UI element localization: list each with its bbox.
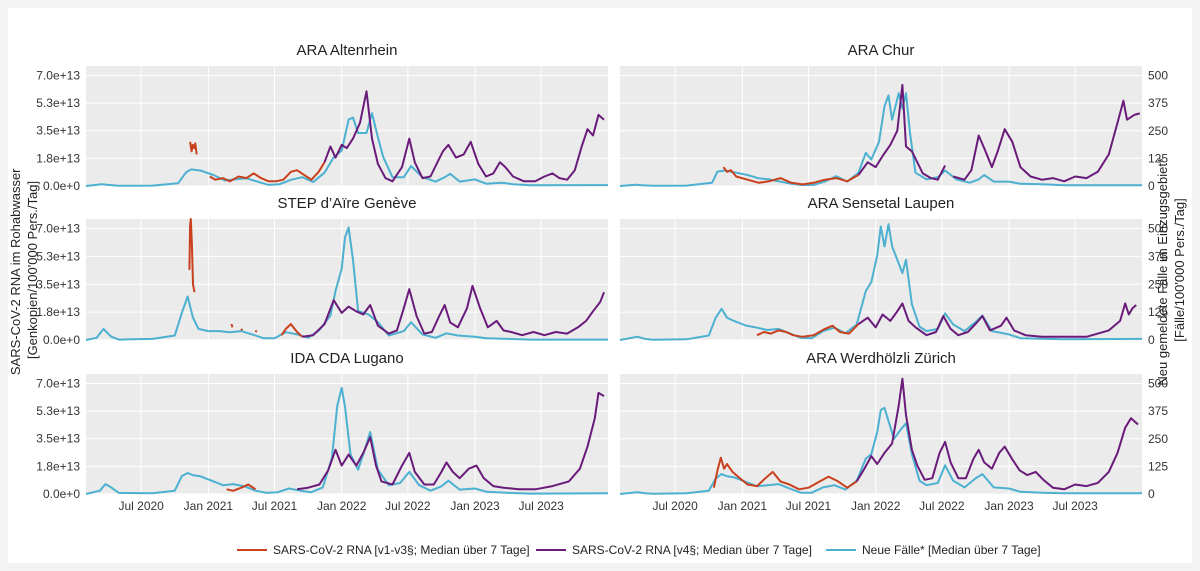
series-line-cases <box>85 112 609 187</box>
y-right-tick-label: 375 <box>1148 404 1168 418</box>
y-right-tick-label: 500 <box>1148 69 1168 83</box>
x-tick-label: Jan 2021 <box>718 499 768 513</box>
x-tick-label: Jul 2023 <box>518 499 564 513</box>
x-tick-label: Jul 2020 <box>118 499 164 513</box>
x-tick-label: Jul 2021 <box>786 499 832 513</box>
y-right-tick-label: 500 <box>1148 377 1168 391</box>
multi-panel-line-chart: ARA Altenrhein 0.0e+0 1.8e+13 3.5e+13 5.3e+1… <box>8 42 1187 557</box>
x-tick-label: Jan 2022 <box>317 499 367 513</box>
y-right-tick-label: 0 <box>1148 179 1155 193</box>
series-line-cases <box>619 223 1143 341</box>
x-tick-label: Jan 2021 <box>184 499 234 513</box>
y-left-tick-label: 7.0e+13 <box>36 222 80 236</box>
panel-title: STEP d’Aïre Genève <box>278 195 417 212</box>
y-right-tick-label: 0 <box>1148 333 1155 347</box>
y-axis-left-title: SARS-CoV-2 RNA im Rohabwasser [Genkopien… <box>8 165 40 375</box>
y-left-tick-label: 1.8e+13 <box>36 305 80 319</box>
chart-card: ARA Altenrhein 0.0e+0 1.8e+13 3.5e+13 5.3e+1… <box>8 8 1192 563</box>
plot-area <box>86 219 608 340</box>
y-left-tick-label: 7.0e+13 <box>36 68 80 82</box>
panel-title: IDA CDA Lugano <box>290 350 403 367</box>
x-tick-label: Jul 2022 <box>385 499 431 513</box>
y-left-tick-label: 5.3e+13 <box>36 404 80 418</box>
y-left-tick-label: 1.8e+13 <box>36 151 80 165</box>
series-line-v4 <box>323 90 605 183</box>
legend-label: SARS-CoV-2 RNA [v4§; Median über 7 Tage] <box>572 543 812 557</box>
panel-4: IDA CDA Lugano 0.0e+0 1.8e+13 3.5e+13 5.3e+1… <box>36 350 609 513</box>
panel-title: ARA Chur <box>848 42 915 59</box>
x-tick-label: Jan 2022 <box>851 499 901 513</box>
x-tick-label: Jul 2021 <box>252 499 298 513</box>
panel-5: ARA Werdhölzli Zürich 0 125 250 375 500 Jul 20… <box>619 350 1168 513</box>
series-line-v1v3 <box>722 166 859 186</box>
series-line-v1v3 <box>280 323 303 338</box>
y-right-tick-label: 250 <box>1148 124 1168 138</box>
series-line-v1v3 <box>756 323 860 338</box>
y-axis-right-title-line-1: Neu gemeldete Fälle im Einzugsgebiet* <box>1155 158 1170 386</box>
series-line-v4 <box>296 391 605 491</box>
y-right-tick-label: 250 <box>1148 432 1168 446</box>
legend: SARS-CoV-2 RNA [v1-v3§; Median über 7 Ta… <box>237 543 1041 557</box>
series-line-cases <box>619 406 1142 495</box>
y-right-tick-label: 375 <box>1148 96 1168 110</box>
y-left-tick-label: 1.8e+13 <box>36 459 80 473</box>
legend-item-cases[interactable]: Neue Fälle* [Median über 7 Tage] <box>826 543 1041 557</box>
y-left-tick-label: 0.0e+0 <box>43 179 80 193</box>
legend-item-v4[interactable]: SARS-CoV-2 RNA [v4§; Median über 7 Tage] <box>536 543 812 557</box>
legend-item-v1v3[interactable]: SARS-CoV-2 RNA [v1-v3§; Median über 7 Ta… <box>237 543 530 557</box>
series-line-v4 <box>855 377 1139 491</box>
series-line-v4 <box>857 302 1137 338</box>
plot-area <box>86 374 608 494</box>
series-line-v1v3 <box>712 456 858 491</box>
y-right-tick-label: 125 <box>1148 151 1168 165</box>
x-tick-label: Jan 2023 <box>984 499 1034 513</box>
panel-title: ARA Sensetal Laupen <box>808 195 955 212</box>
y-right-tick-label: 500 <box>1148 222 1168 236</box>
y-axis-left-title-line-1: SARS-CoV-2 RNA im Rohabwasser <box>8 168 23 375</box>
y-axis-right-title: Neu gemeldete Fälle im Einzugsgebiet* [F… <box>1155 154 1187 385</box>
y-right-tick-label: 125 <box>1148 459 1168 473</box>
series-line-v1v3 <box>226 483 257 492</box>
y-left-tick-label: 5.3e+13 <box>36 249 80 263</box>
series-line-v1v3 <box>188 218 196 293</box>
x-tick-label: Jul 2023 <box>1052 499 1098 513</box>
y-right-tick-label: 125 <box>1148 305 1168 319</box>
series-line-v1v3 <box>240 328 244 331</box>
y-axis-right-title-line-2: [Fälle/100'000 Pers./Tag] <box>1172 198 1187 341</box>
x-tick-label: Jul 2022 <box>919 499 965 513</box>
y-left-tick-label: 0.0e+0 <box>43 333 80 347</box>
y-left-tick-label: 3.5e+13 <box>36 124 80 138</box>
plot-area <box>620 374 1142 494</box>
y-left-tick-label: 3.5e+13 <box>36 277 80 291</box>
panel-0: ARA Altenrhein 0.0e+0 1.8e+13 3.5e+13 5.3e+1… <box>36 42 609 193</box>
panel-2: STEP d’Aïre Genève 0.0e+0 1.8e+13 3.5e+13 5.… <box>36 195 608 347</box>
series-line-v1v3 <box>209 161 326 183</box>
y-axis-left-title-line-2: [Genkopien/100'000 Pers./Tag] <box>25 181 40 359</box>
series-line-v1v3 <box>189 141 198 155</box>
legend-label: SARS-CoV-2 RNA [v1-v3§; Median über 7 Ta… <box>273 543 530 557</box>
y-right-tick-label: 250 <box>1148 277 1168 291</box>
series-line-v4 <box>857 83 946 181</box>
legend-label: Neue Fälle* [Median über 7 Tage] <box>862 543 1041 557</box>
plot-area <box>620 219 1142 340</box>
panel-3: ARA Sensetal Laupen 0 125 250 375 500 <box>619 195 1168 347</box>
panel-title: ARA Werdhölzli Zürich <box>806 350 956 367</box>
panel-title: ARA Altenrhein <box>297 42 398 59</box>
y-left-tick-label: 0.0e+0 <box>43 487 80 501</box>
series-line-v1v3 <box>230 323 234 328</box>
y-right-tick-label: 0 <box>1148 487 1155 501</box>
y-left-tick-label: 7.0e+13 <box>36 376 80 390</box>
y-left-tick-label: 5.3e+13 <box>36 96 80 110</box>
x-tick-label: Jan 2023 <box>450 499 500 513</box>
y-left-tick-label: 3.5e+13 <box>36 432 80 446</box>
series-line-v4 <box>302 284 605 338</box>
panel-1: ARA Chur 0 125 250 375 500 <box>619 42 1168 193</box>
series-line-v1v3 <box>254 329 258 333</box>
series-line-v4 <box>952 99 1141 183</box>
y-right-tick-label: 375 <box>1148 249 1168 263</box>
x-tick-label: Jul 2020 <box>652 499 698 513</box>
